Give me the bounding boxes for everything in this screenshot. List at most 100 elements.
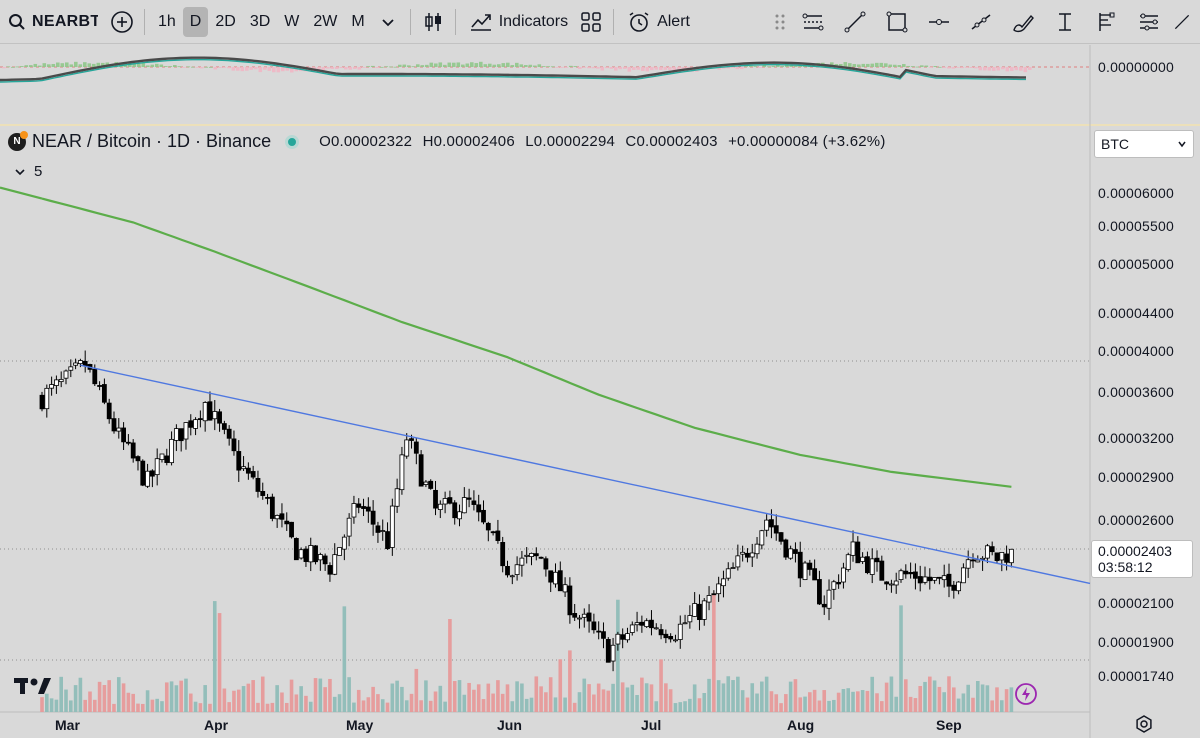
oscillator-histogram-bar [231, 67, 236, 71]
oscillator-histogram-bar [240, 67, 245, 72]
candle-body [173, 428, 179, 441]
chevron-down-icon [15, 168, 25, 175]
candle-body [970, 559, 976, 562]
oscillator-histogram-bar [528, 64, 533, 67]
fib-tool[interactable] [1088, 6, 1126, 38]
interval-1h[interactable]: 1h [158, 12, 176, 30]
volume-bar [145, 690, 150, 712]
candle-body [289, 521, 294, 538]
volume-bar [112, 703, 116, 712]
volume-bar [131, 693, 135, 712]
candle-body [634, 622, 640, 626]
interval-2d[interactable]: 2D [215, 12, 236, 30]
oscillator-histogram-bar [344, 67, 348, 70]
candle-body [893, 580, 899, 586]
price-axis-label: 0.00006000 [1098, 185, 1174, 201]
price-axis-label: 0.00001740 [1098, 668, 1174, 684]
add-symbol-button[interactable] [106, 6, 138, 38]
chart-type-button[interactable] [417, 6, 449, 38]
oscillator-histogram-bar [389, 66, 393, 68]
candle-body [855, 541, 861, 564]
interval-dropdown[interactable] [372, 6, 404, 38]
candle-body [649, 619, 654, 629]
candle-body [577, 617, 582, 620]
candle-body [265, 497, 270, 499]
oscillator-histogram-bar [366, 66, 371, 67]
candle-body [965, 559, 971, 569]
indicator-collapse[interactable]: 5 [14, 163, 42, 180]
oscillator-histogram-bar [371, 65, 375, 67]
trend-line-tool[interactable] [836, 6, 874, 38]
interval-d[interactable]: D [182, 6, 209, 37]
volume-bar [376, 694, 380, 712]
parallel-channel-tool[interactable] [794, 6, 832, 38]
candle-body [145, 470, 150, 487]
candle-body [418, 454, 424, 487]
more-tools[interactable] [1172, 6, 1192, 38]
volume-bar [481, 699, 486, 712]
oscillator-histogram-bar [771, 65, 776, 67]
oscillator-histogram-bar [902, 64, 906, 67]
oscillator-histogram-bar [168, 66, 173, 67]
interval-3d[interactable]: 3D [249, 12, 271, 30]
horizontal-line-tool[interactable] [920, 6, 958, 38]
candle-body [193, 419, 198, 429]
volume-bar [1009, 687, 1014, 712]
candle-body [625, 633, 630, 641]
oscillator-histogram-bar [263, 67, 267, 70]
interval-m[interactable]: M [351, 12, 365, 30]
oscillator-histogram-bar [830, 62, 834, 67]
interval-w[interactable]: W [284, 12, 300, 30]
oscillator-histogram-bar [636, 67, 641, 70]
volume-bar [299, 686, 303, 712]
volume-bar [275, 685, 279, 712]
candle-body [226, 428, 232, 439]
volume-bar [347, 677, 351, 712]
pattern-tool[interactable] [1130, 6, 1168, 38]
legend-title[interactable]: NEAR / Bitcoin · 1D · Binance [32, 131, 272, 151]
volume-bar [260, 676, 265, 712]
candle-body [293, 538, 299, 561]
volume-bar [140, 703, 145, 712]
ray-tool[interactable] [962, 6, 1000, 38]
candle-body [956, 581, 961, 592]
tradingview-logo-icon[interactable] [14, 674, 52, 696]
settings-gear-icon[interactable] [1134, 714, 1154, 734]
rectangle-tool[interactable] [878, 6, 916, 38]
drag-handle[interactable] [770, 6, 790, 38]
oscillator-histogram-bar [929, 67, 933, 68]
layouts-button[interactable] [575, 6, 607, 38]
currency-select[interactable]: BTC [1094, 130, 1194, 158]
oscillator-histogram-bar [951, 67, 956, 69]
volume-bar [889, 676, 894, 712]
brush-tool[interactable] [1004, 6, 1042, 38]
symbol-search[interactable]: NEARBT [0, 0, 106, 44]
lightning-icon[interactable] [1014, 682, 1038, 706]
volume-bar [966, 684, 970, 712]
measure-tool[interactable] [1046, 6, 1084, 38]
candle-body [984, 545, 990, 559]
volume-bar [731, 680, 735, 712]
volume-bar [1004, 689, 1009, 712]
candle-body [197, 418, 203, 420]
volume-bar [788, 681, 793, 712]
volume-bar [496, 680, 500, 712]
legend-ohlc: O0.00002322 H0.00002406 L0.00002294 C0.0… [319, 133, 891, 150]
oscillator-histogram-bar [996, 67, 1001, 71]
oscillator-histogram-bar [281, 67, 285, 72]
oscillator-histogram-bar [551, 66, 555, 68]
oscillator-histogram-bar [1005, 67, 1010, 72]
candle-body [644, 620, 650, 628]
candle-body [490, 531, 496, 534]
interval-2w[interactable]: 2W [313, 12, 338, 30]
volume-bar [985, 685, 990, 712]
price-chart[interactable] [0, 45, 1200, 738]
volume-bar [452, 681, 457, 712]
market-status-icon[interactable] [285, 134, 300, 149]
oscillator-histogram-bar [668, 67, 672, 70]
indicators-button[interactable]: Indicators [462, 7, 575, 37]
oscillator-histogram-bar [582, 67, 587, 68]
volume-bar [265, 703, 270, 712]
alert-button[interactable]: Alert [620, 7, 697, 37]
price-axis-label: 0.00005000 [1098, 256, 1174, 272]
